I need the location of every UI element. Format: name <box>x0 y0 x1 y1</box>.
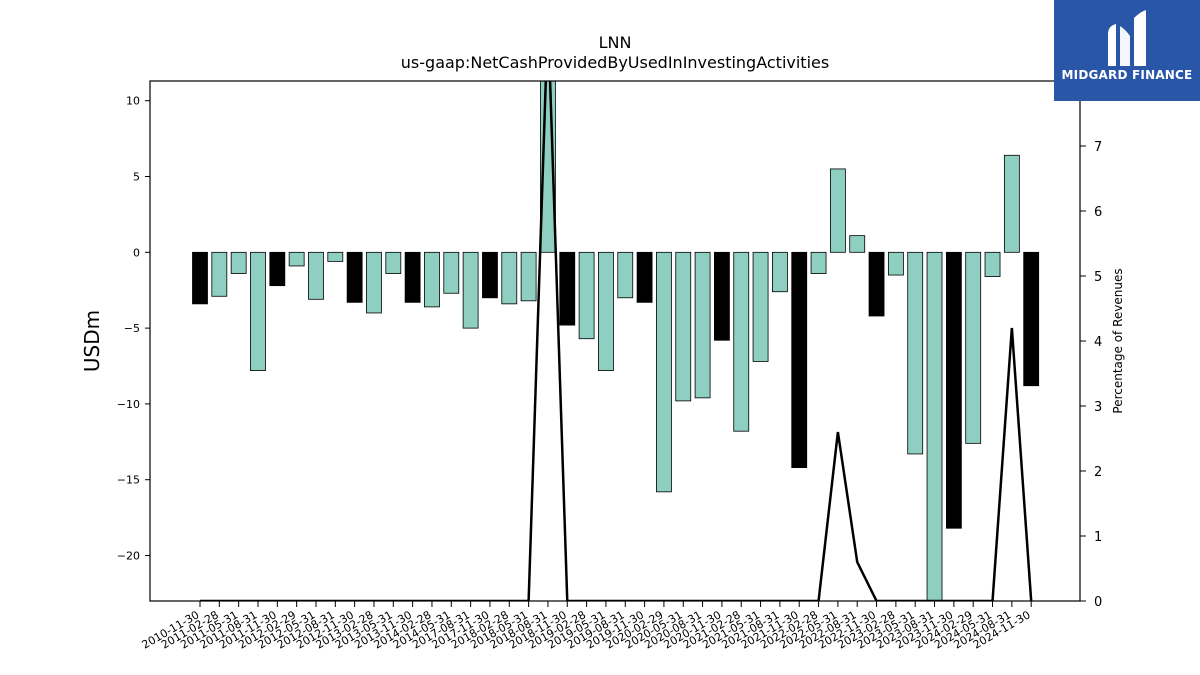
y2-tick-label: 5 <box>1094 270 1102 285</box>
bar <box>269 251 286 287</box>
bar <box>288 251 305 267</box>
bar <box>675 251 692 402</box>
y-tick-label: −15 <box>117 474 140 487</box>
y-tick-label: 0 <box>133 246 140 259</box>
bar <box>636 251 653 303</box>
y2-axis-label: Percentage of Revenues <box>1111 268 1125 413</box>
bar <box>462 251 479 329</box>
bar <box>694 251 711 399</box>
y2-tick-label: 2 <box>1094 465 1102 480</box>
bar <box>984 251 1001 277</box>
bar <box>656 251 672 493</box>
bar <box>250 251 266 371</box>
bar <box>810 251 827 274</box>
y2-tick-label: 6 <box>1094 205 1102 220</box>
bar <box>926 251 943 601</box>
bar <box>598 251 614 371</box>
bar <box>578 251 595 340</box>
bar <box>617 251 634 299</box>
bar <box>887 251 904 276</box>
midgard-logo: MIDGARD FINANCE <box>1054 0 1200 101</box>
bar <box>1003 154 1020 253</box>
chart-title: LNN <box>599 33 632 52</box>
bar <box>520 251 537 302</box>
y2-tick-label: 0 <box>1094 595 1102 610</box>
bar <box>230 251 247 274</box>
pct-of-revenues-line <box>200 81 1033 601</box>
bar <box>907 251 924 455</box>
bar <box>192 251 208 305</box>
bar <box>868 251 885 317</box>
bar <box>385 251 402 274</box>
bar <box>945 251 962 529</box>
bar <box>559 251 576 326</box>
bar <box>482 251 498 299</box>
bar <box>366 251 382 314</box>
logo-text: MIDGARD FINANCE <box>1061 68 1193 82</box>
y2-tick-label: 1 <box>1094 530 1102 545</box>
y-tick-label: 10 <box>126 95 140 108</box>
bar <box>965 251 982 444</box>
bar <box>849 235 866 253</box>
bar <box>733 251 750 432</box>
y-tick-label: 5 <box>133 171 140 184</box>
y-tick-label: −5 <box>124 322 140 335</box>
bar <box>211 251 228 297</box>
y-tick-label: −20 <box>117 550 140 563</box>
bar <box>791 251 808 468</box>
bar <box>443 251 460 294</box>
y2-tick-label: 7 <box>1094 140 1102 155</box>
bar <box>327 251 344 262</box>
y-axis-label: USDm <box>80 310 104 372</box>
bar <box>1023 251 1040 387</box>
bar <box>501 251 518 305</box>
y-tick-label: −10 <box>117 398 140 411</box>
chart-subtitle: us-gaap:NetCashProvidedByUsedInInvesting… <box>401 53 829 72</box>
y2-tick-label: 3 <box>1094 400 1102 415</box>
bar <box>404 251 421 303</box>
midgard-logo-icon <box>1108 10 1146 66</box>
bar <box>424 251 440 308</box>
bar <box>829 168 846 253</box>
bar <box>714 251 730 341</box>
bar <box>308 251 324 300</box>
y2-tick-label: 4 <box>1094 335 1102 350</box>
bar <box>772 251 788 293</box>
bar <box>752 251 769 362</box>
bar <box>346 251 363 303</box>
